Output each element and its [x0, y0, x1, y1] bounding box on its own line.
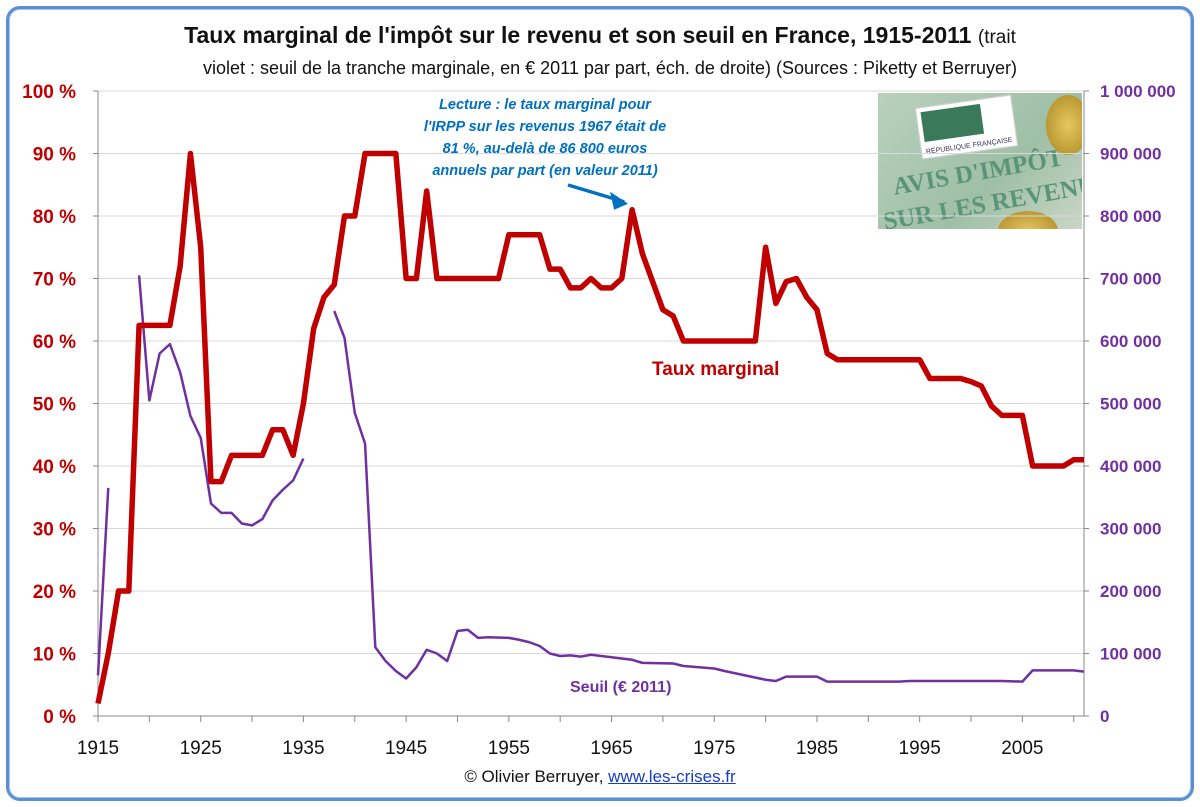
right-tick-label: 900 000 [1100, 145, 1161, 164]
website-link[interactable]: www.les-crises.fr [608, 767, 736, 786]
right-tick-label: 500 000 [1100, 395, 1161, 414]
chart-subtitle: violet : seuil de la tranche marginale, … [202, 58, 1018, 78]
x-tick-label: 1925 [180, 738, 222, 759]
right-tick-label: 300 000 [1100, 520, 1161, 539]
right-tick-label: 0 [1100, 707, 1109, 726]
left-tick-label: 20 % [33, 582, 76, 603]
x-tick-label: 1955 [488, 738, 530, 759]
arrowhead-icon [610, 191, 629, 210]
right-tick-label: 400 000 [1100, 457, 1161, 476]
left-tick-label: 80 % [33, 207, 76, 228]
annotation-line: Lecture : le taux marginal pour [439, 97, 652, 113]
x-tick-label: 1995 [899, 738, 941, 759]
left-tick-label: 50 % [33, 395, 76, 416]
x-tick-label: 1915 [77, 738, 119, 759]
x-tick-label: 1985 [796, 738, 838, 759]
footer: © Olivier Berruyer, www.les-crises.fr [0, 767, 1200, 787]
left-tick-label: 70 % [33, 270, 76, 291]
seuil-label: Seuil (€ 2011) [570, 679, 671, 696]
annotation-line: annuels par part (en valeur 2011) [432, 163, 658, 179]
copyright: © Olivier Berruyer, [464, 767, 604, 786]
left-tick-label: 90 % [33, 145, 76, 166]
taux-marginal-line [95, 150, 1084, 705]
left-tick-label: 10 % [33, 645, 76, 666]
annotation-line: l'IRPP sur les revenus 1967 était de [424, 119, 666, 135]
x-tick-label: 1945 [385, 738, 427, 759]
x-tick-label: 1965 [590, 738, 632, 759]
right-tick-label: 1 000 000 [1100, 82, 1176, 101]
seuil-line [137, 275, 305, 527]
taux-marginal-label: Taux marginal [652, 359, 779, 380]
x-tick-label: 1935 [282, 738, 324, 759]
right-tick-label: 800 000 [1100, 207, 1161, 226]
coin-icon [1046, 95, 1082, 155]
x-tick-label: 1975 [693, 738, 735, 759]
seuil-line [333, 310, 1085, 683]
right-tick-label: 700 000 [1100, 270, 1161, 289]
chart-title: Taux marginal de l'impôt sur le revenu e… [0, 22, 1200, 49]
right-tick-label: 600 000 [1100, 332, 1161, 351]
seuil-line [96, 487, 110, 676]
left-tick-label: 60 % [33, 332, 76, 353]
annotation-line: 81 %, au-delà de 86 800 euros [443, 141, 648, 157]
chart-frame [6, 6, 1194, 801]
x-tick-label: 2005 [1001, 738, 1043, 759]
left-tick-label: 40 % [33, 457, 76, 478]
title-main: Taux marginal de l'impôt sur le revenu e… [184, 22, 972, 48]
right-tick-label: 100 000 [1100, 645, 1161, 664]
left-tick-label: 0 % [43, 707, 76, 728]
right-tick-label: 200 000 [1100, 582, 1161, 601]
left-tick-label: 100 % [22, 82, 76, 103]
title-note: (trait [977, 27, 1016, 48]
tax-notice-image: RÉPUBLIQUE FRANÇAISE AVIS D'IMPÔT SUR LE… [878, 93, 1082, 229]
left-tick-label: 30 % [33, 520, 76, 541]
